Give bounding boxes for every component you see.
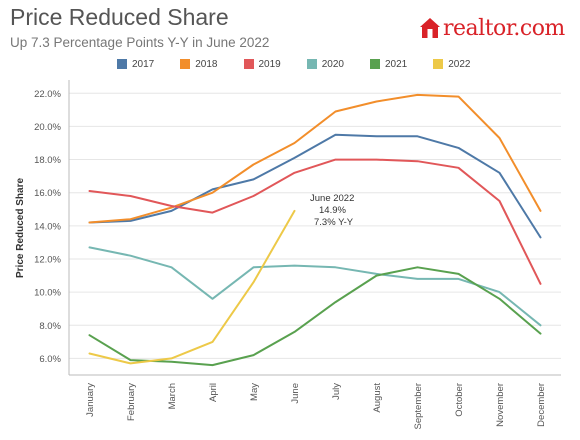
x-tick-label: March bbox=[167, 383, 178, 409]
y-tick-label: 18.0% bbox=[34, 155, 61, 166]
legend-item-2022: 2022 bbox=[433, 58, 471, 70]
y-axis-label: Price Reduced Share bbox=[15, 178, 26, 278]
x-tick-label: February bbox=[126, 383, 137, 421]
x-tick-label: June bbox=[290, 383, 301, 404]
x-tick-label: May bbox=[249, 383, 260, 401]
legend-label: 2019 bbox=[258, 58, 281, 70]
y-tick-label: 10.0% bbox=[34, 288, 61, 299]
house-icon bbox=[420, 18, 440, 38]
series-line-2022 bbox=[88, 209, 296, 365]
x-tick-label: January bbox=[85, 383, 96, 417]
legend-label: 2021 bbox=[385, 58, 408, 70]
legend-label: 2020 bbox=[321, 58, 344, 70]
legend-swatch bbox=[433, 59, 444, 69]
y-tick-label: 8.0% bbox=[39, 321, 61, 332]
y-tick-label: 6.0% bbox=[39, 354, 61, 365]
legend-label: 2018 bbox=[195, 58, 218, 70]
x-tick-labels: January February March April May June July Augu… bbox=[85, 383, 547, 430]
legend-swatch bbox=[117, 59, 127, 69]
series-line-2019 bbox=[88, 158, 542, 285]
series-line-2020 bbox=[88, 246, 542, 327]
x-tick-label: August bbox=[372, 383, 383, 413]
legend-swatch bbox=[180, 59, 191, 69]
y-tick-label: 14.0% bbox=[34, 221, 61, 232]
legend-swatch bbox=[306, 59, 317, 69]
x-tick-label: September bbox=[413, 383, 424, 429]
legend-item-2019: 2019 bbox=[243, 58, 281, 70]
y-tick-label: 16.0% bbox=[34, 188, 61, 199]
annotation-yoy: 7.3% Y-Y bbox=[314, 217, 354, 228]
brand-logo: realtor.com bbox=[419, 14, 565, 42]
y-tick-labels: 6.0% 8.0% 10.0% 12.0% 14.0% 16.0% 18.0% 20.0% 22… bbox=[34, 89, 61, 365]
legend-swatch bbox=[243, 59, 254, 69]
legend-item-2020: 2020 bbox=[306, 58, 344, 70]
series-line-2017 bbox=[88, 133, 542, 239]
annotation-label: June 2022 bbox=[310, 193, 355, 204]
series-lines bbox=[88, 93, 542, 367]
x-tick-label: April bbox=[208, 383, 219, 402]
chart-title: Price Reduced Share bbox=[10, 4, 229, 30]
y-tick-label: 22.0% bbox=[34, 89, 61, 100]
series-line-2018 bbox=[88, 93, 542, 224]
x-tick-label: November bbox=[495, 383, 506, 427]
axes bbox=[68, 80, 561, 376]
series-line-2021 bbox=[88, 266, 542, 367]
x-tick-label: December bbox=[536, 383, 547, 427]
legend-item-2021: 2021 bbox=[370, 59, 407, 70]
legend-swatch bbox=[370, 59, 380, 69]
brand-name: realtor.com bbox=[443, 15, 565, 41]
chart-subtitle: Up 7.3 Percentage Points Y-Y in June 202… bbox=[10, 35, 270, 50]
x-tick-label: October bbox=[454, 383, 465, 417]
legend-item-2017: 2017 bbox=[117, 59, 154, 70]
y-tick-label: 20.0% bbox=[34, 122, 61, 133]
annotation-value: 14.9% bbox=[319, 205, 346, 216]
legend-item-2018: 2018 bbox=[180, 58, 218, 70]
y-tick-label: 12.0% bbox=[34, 254, 61, 265]
legend-label: 2022 bbox=[448, 58, 471, 70]
chart-legend: 2017 2018 2019 2020 2021 2022 bbox=[117, 57, 497, 71]
legend-label: 2017 bbox=[132, 58, 155, 70]
x-tick-label: July bbox=[331, 383, 342, 400]
